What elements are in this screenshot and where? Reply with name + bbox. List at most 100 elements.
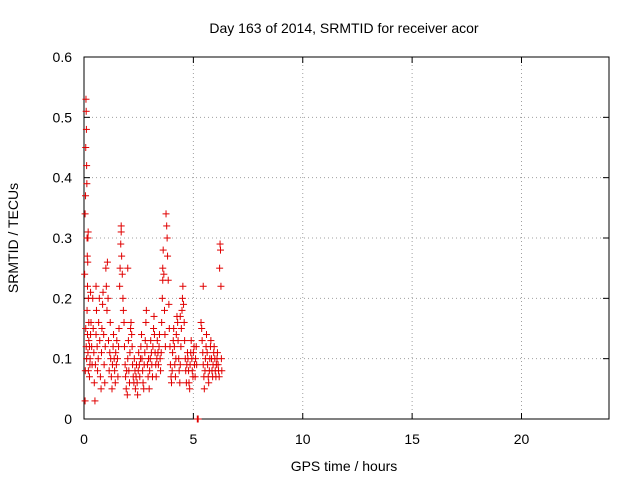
data-point bbox=[215, 373, 223, 381]
data-point bbox=[161, 306, 168, 314]
data-point bbox=[158, 318, 166, 326]
data-point bbox=[83, 162, 91, 170]
data-point bbox=[185, 379, 193, 387]
data-point bbox=[133, 379, 141, 387]
data-point bbox=[210, 343, 218, 351]
data-point bbox=[137, 343, 145, 351]
data-point bbox=[136, 373, 144, 381]
data-point bbox=[119, 306, 127, 314]
data-point bbox=[217, 355, 225, 363]
data-point bbox=[169, 349, 177, 357]
data-point bbox=[97, 385, 105, 393]
data-point bbox=[205, 379, 213, 387]
data-point bbox=[111, 367, 119, 375]
data-point bbox=[89, 294, 97, 302]
data-point bbox=[214, 361, 222, 369]
data-point bbox=[122, 385, 130, 393]
data-point bbox=[186, 385, 194, 393]
data-point bbox=[130, 355, 138, 363]
data-point bbox=[82, 125, 90, 133]
data-point bbox=[135, 349, 143, 357]
data-point bbox=[124, 355, 132, 363]
chart-title: Day 163 of 2014, SRMTID for receiver aco… bbox=[209, 20, 479, 36]
data-point bbox=[165, 300, 173, 308]
data-point bbox=[124, 264, 132, 272]
data-point bbox=[95, 294, 103, 302]
data-point bbox=[168, 367, 176, 375]
data-point bbox=[116, 282, 124, 290]
data-point bbox=[139, 367, 147, 375]
data-point bbox=[84, 282, 91, 290]
data-point bbox=[145, 385, 153, 393]
data-point bbox=[91, 361, 99, 369]
x-axis-label: GPS time / hours bbox=[291, 458, 398, 474]
data-point bbox=[92, 331, 100, 339]
data-point bbox=[175, 355, 183, 363]
data-point bbox=[124, 337, 132, 345]
y-tick-label: 0.3 bbox=[53, 230, 73, 246]
data-point bbox=[217, 282, 225, 290]
data-point bbox=[181, 337, 189, 345]
y-tick-label: 0 bbox=[64, 411, 72, 427]
data-point bbox=[203, 349, 211, 357]
data-point bbox=[218, 367, 226, 375]
data-point bbox=[192, 343, 200, 351]
data-point bbox=[170, 343, 178, 351]
data-point bbox=[163, 234, 171, 242]
data-point bbox=[198, 337, 206, 345]
data-point bbox=[81, 210, 89, 218]
data-point bbox=[84, 234, 92, 242]
data-point bbox=[118, 252, 126, 260]
x-tick-label: 0 bbox=[80, 431, 88, 447]
data-point bbox=[150, 325, 158, 332]
data-point bbox=[207, 337, 215, 345]
data-point bbox=[158, 294, 166, 302]
data-point bbox=[112, 361, 120, 369]
data-point bbox=[197, 318, 205, 326]
y-tick-label: 0.5 bbox=[53, 109, 73, 125]
data-point bbox=[176, 361, 184, 369]
data-point bbox=[213, 349, 221, 357]
data-point bbox=[177, 343, 185, 351]
data-point bbox=[155, 343, 163, 351]
data-point bbox=[99, 288, 107, 296]
data-point bbox=[102, 282, 110, 290]
data-point bbox=[138, 331, 146, 339]
data-point bbox=[87, 288, 95, 296]
data-point bbox=[89, 325, 97, 332]
data-point bbox=[168, 379, 175, 387]
data-point bbox=[172, 331, 180, 339]
data-point bbox=[95, 318, 103, 326]
data-point bbox=[189, 349, 197, 357]
data-point bbox=[156, 355, 164, 363]
data-point bbox=[82, 95, 90, 103]
data-point bbox=[174, 318, 182, 326]
data-point bbox=[117, 222, 125, 230]
data-point bbox=[180, 318, 188, 326]
data-point bbox=[127, 325, 135, 332]
data-point bbox=[217, 246, 224, 254]
data-point bbox=[103, 258, 111, 266]
data-point bbox=[200, 385, 208, 393]
data-point bbox=[98, 349, 105, 357]
y-tick-label: 0.2 bbox=[53, 290, 73, 306]
data-point bbox=[117, 228, 125, 236]
data-point bbox=[164, 252, 172, 260]
data-point bbox=[174, 337, 182, 345]
data-point bbox=[142, 306, 150, 314]
data-point bbox=[175, 367, 183, 375]
y-tick-label: 0.1 bbox=[53, 351, 73, 367]
data-point bbox=[101, 343, 109, 351]
data-point bbox=[107, 373, 115, 381]
data-point bbox=[180, 300, 188, 308]
data-point bbox=[84, 367, 92, 375]
data-point bbox=[141, 349, 149, 357]
data-point bbox=[192, 355, 200, 363]
data-point bbox=[160, 270, 168, 278]
data-point bbox=[193, 361, 201, 369]
data-point bbox=[143, 343, 151, 351]
data-point bbox=[82, 107, 90, 115]
data-point bbox=[83, 306, 91, 314]
data-point bbox=[84, 349, 92, 357]
data-point bbox=[86, 355, 94, 363]
